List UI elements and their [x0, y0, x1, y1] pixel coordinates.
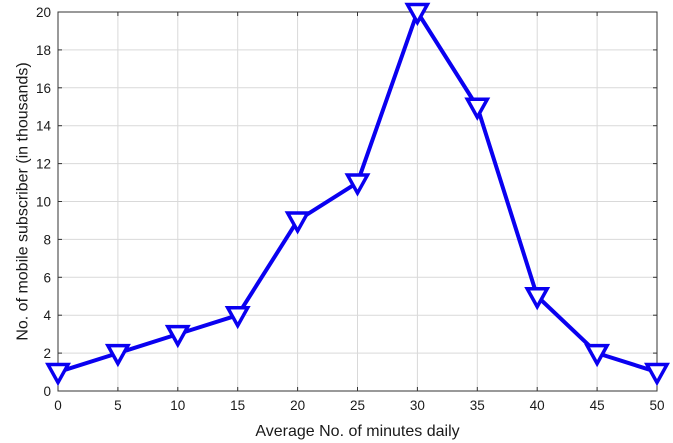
y-tick-label: 18: [36, 43, 51, 58]
x-tick-label: 20: [290, 398, 305, 413]
x-tick-label: 50: [649, 398, 664, 413]
y-tick-label: 6: [43, 270, 51, 285]
y-axis-title: No. of mobile subscriber (in thousands): [15, 62, 32, 340]
data-point-marker: [404, 2, 431, 27]
y-tick-label: 0: [43, 384, 51, 399]
y-tick-label: 2: [43, 346, 51, 361]
x-tick-label: 15: [230, 398, 245, 413]
x-tick-label: 40: [530, 398, 545, 413]
data-point-marker: [45, 362, 71, 387]
data-point-marker: [464, 97, 491, 121]
y-tick-label: 20: [36, 5, 51, 20]
plot-frame: [57, 11, 658, 392]
data-point-marker: [584, 343, 611, 368]
y-tick-label: 10: [36, 195, 51, 210]
data-point-marker: [644, 362, 670, 387]
x-tick-label: 0: [54, 398, 62, 413]
tick-labels: 0 5 10 15 20 25 30 35 40 45 50 0 2 4 6 8 10 12 14 16 18 20: [36, 5, 665, 413]
data-point-marker: [104, 343, 131, 368]
x-tick-label: 5: [114, 398, 122, 413]
data-point-marker: [224, 305, 251, 330]
x-tick-label: 10: [170, 398, 185, 413]
series-layer: [45, 2, 670, 387]
data-point-marker: [164, 324, 191, 349]
y-tick-label: 4: [43, 308, 51, 323]
x-tick-label: 25: [350, 398, 365, 413]
x-tick-label: 30: [410, 398, 425, 413]
y-tick-label: 8: [43, 232, 51, 247]
x-tick-label: 45: [590, 398, 605, 413]
y-tick-label: 12: [36, 157, 51, 172]
data-point-marker: [524, 287, 551, 311]
x-axis-title: Average No. of minutes daily: [255, 423, 459, 440]
y-tick-label: 14: [36, 119, 52, 134]
data-point-marker: [344, 173, 371, 197]
grid: [57, 11, 658, 392]
x-tick-label: 35: [470, 398, 485, 413]
y-tick-label: 16: [36, 81, 51, 96]
data-point-marker: [284, 211, 311, 235]
